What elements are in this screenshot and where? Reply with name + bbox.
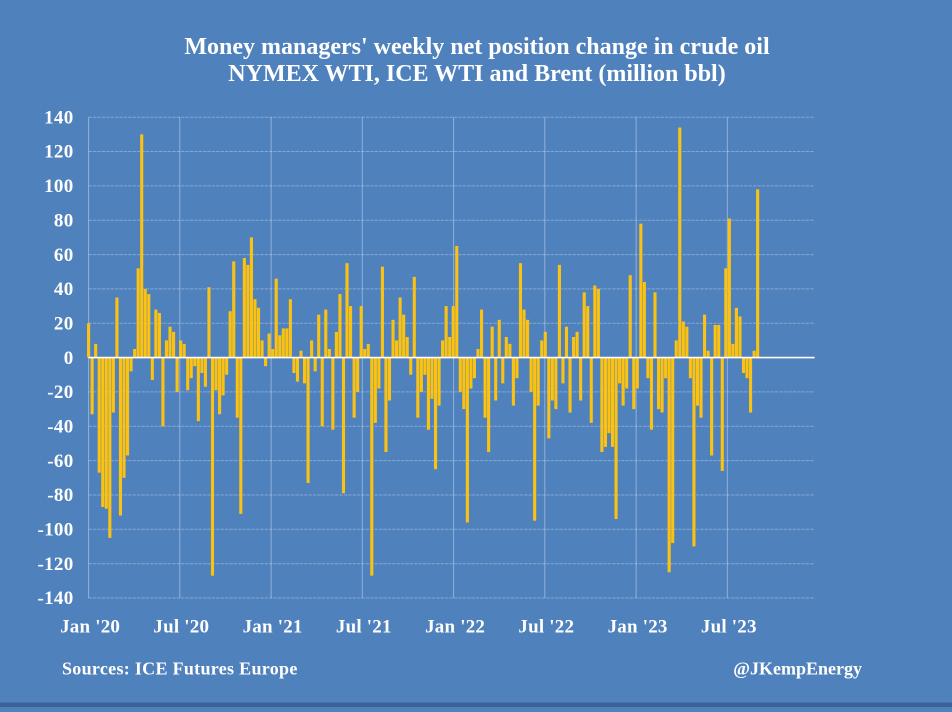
svg-text:100: 100 (44, 176, 73, 197)
svg-text:140: 140 (44, 107, 73, 128)
svg-text:80: 80 (54, 210, 74, 231)
svg-text:120: 120 (44, 142, 73, 163)
svg-text:Jan '23: Jan '23 (608, 617, 668, 638)
svg-text:-140: -140 (37, 588, 73, 609)
svg-text:NYMEX WTI, ICE WTI and Brent (: NYMEX WTI, ICE WTI and Brent (million bb… (228, 61, 725, 87)
svg-text:-120: -120 (37, 554, 73, 575)
svg-text:Jan '21: Jan '21 (243, 617, 303, 638)
svg-text:Money managers' weekly net pos: Money managers' weekly net position chan… (184, 34, 770, 60)
svg-text:Jan '20: Jan '20 (60, 617, 120, 638)
svg-text:-40: -40 (47, 417, 73, 438)
svg-text:60: 60 (54, 245, 74, 266)
svg-text:Jan '22: Jan '22 (425, 617, 485, 638)
svg-text:Sources: ICE Futures Europe: Sources: ICE Futures Europe (62, 659, 298, 679)
svg-text:0: 0 (64, 348, 74, 369)
svg-text:Jul '23: Jul '23 (701, 617, 757, 638)
svg-text:Jul '22: Jul '22 (518, 617, 574, 638)
svg-text:-80: -80 (47, 485, 73, 506)
svg-text:40: 40 (54, 279, 74, 300)
svg-text:-60: -60 (47, 451, 73, 472)
svg-text:@JKempEnergy: @JKempEnergy (733, 659, 862, 679)
svg-text:-20: -20 (47, 382, 73, 403)
svg-text:20: 20 (54, 314, 74, 335)
svg-text:Jul '21: Jul '21 (336, 617, 392, 638)
svg-text:Jul '20: Jul '20 (153, 617, 209, 638)
svg-text:-100: -100 (37, 520, 73, 541)
